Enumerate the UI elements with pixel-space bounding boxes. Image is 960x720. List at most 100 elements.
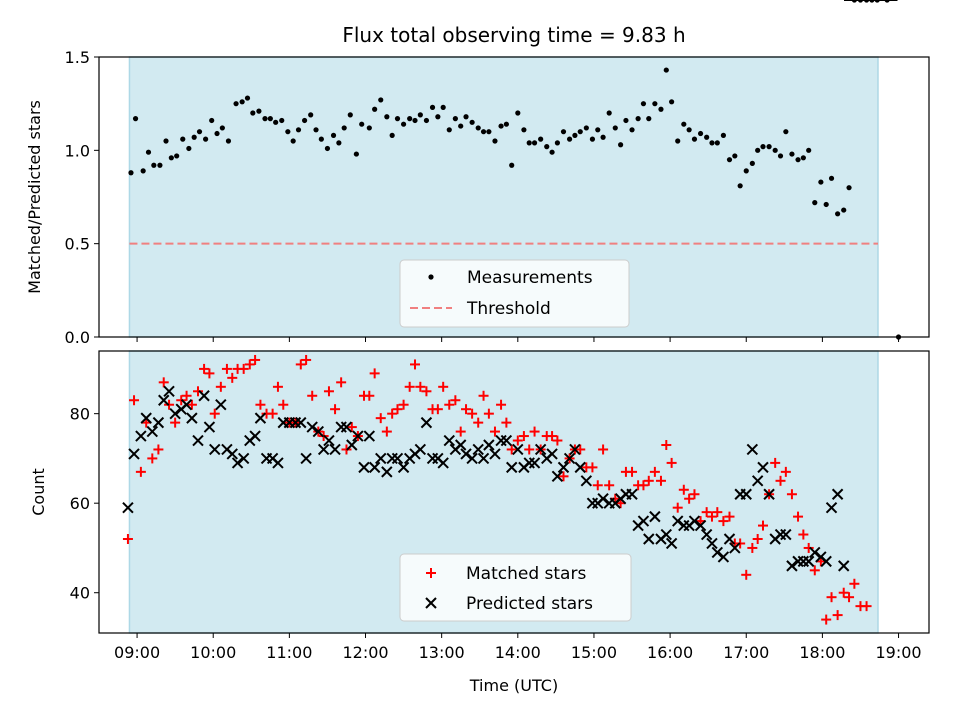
matched-star-point bbox=[770, 457, 781, 468]
predicted-star-point bbox=[209, 443, 221, 456]
measurement-point bbox=[675, 138, 681, 144]
predicted-star-point bbox=[140, 412, 152, 424]
predicted-star-point bbox=[122, 501, 134, 514]
predicted-star-point bbox=[152, 416, 165, 429]
measurement-point bbox=[262, 116, 268, 122]
measurement-point bbox=[267, 116, 273, 122]
matched-star-point bbox=[849, 578, 860, 589]
measurement-point bbox=[691, 136, 698, 142]
matched-star-point bbox=[478, 390, 489, 401]
predicted-star-point bbox=[375, 452, 387, 465]
predicted-star-point bbox=[135, 430, 147, 442]
matched-star-point bbox=[364, 390, 375, 401]
top-measurement-points bbox=[128, 0, 902, 340]
matched-star-point bbox=[421, 386, 432, 397]
y-tick-label: 0.5 bbox=[65, 235, 90, 254]
measurement-point bbox=[663, 67, 669, 73]
bottom-y-axis-label: Count bbox=[29, 468, 48, 516]
measurement-point bbox=[566, 136, 573, 142]
matched-star-point bbox=[192, 386, 203, 397]
measurement-point bbox=[823, 201, 829, 208]
predicted-star-point bbox=[688, 515, 701, 527]
predicted-star-point bbox=[329, 443, 341, 456]
matched-star-point bbox=[122, 534, 133, 544]
matched-star-point bbox=[496, 399, 507, 410]
predicted-star-point bbox=[237, 452, 250, 465]
measurement-point bbox=[463, 114, 469, 120]
x-tick-label: 10:00 bbox=[190, 643, 236, 662]
predicted-star-point bbox=[203, 421, 216, 433]
legend-predicted-label: Predicted stars bbox=[466, 594, 593, 614]
measurement-point bbox=[244, 95, 251, 101]
matched-star-point bbox=[752, 534, 763, 544]
matched-star-point bbox=[209, 408, 220, 419]
predicted-star-point bbox=[397, 461, 410, 474]
predicted-star-point bbox=[660, 528, 673, 541]
bottom-count-points bbox=[122, 0, 898, 625]
predicted-star-point bbox=[528, 457, 541, 469]
matched-star-point bbox=[238, 363, 249, 374]
measurement-point bbox=[341, 125, 347, 131]
measurement-point bbox=[498, 123, 504, 129]
predicted-star-point bbox=[838, 560, 850, 572]
matched-star-point bbox=[301, 354, 312, 365]
predicted-star-point bbox=[180, 399, 193, 411]
measurement-point bbox=[475, 125, 481, 131]
top-panel: 0.0 0.5 1.0 1.5 Flux total observing time =… bbox=[25, 0, 930, 347]
measurement-point bbox=[186, 145, 192, 152]
predicted-star-point bbox=[706, 537, 718, 550]
matched-star-point bbox=[438, 381, 449, 392]
y-tick-label: 0.0 bbox=[65, 328, 90, 347]
matched-star-point bbox=[221, 363, 232, 374]
predicted-star-point bbox=[198, 390, 210, 402]
matched-star-point bbox=[775, 475, 786, 486]
predicted-star-point bbox=[569, 443, 581, 456]
matched-star-point bbox=[718, 516, 729, 527]
measurement-point bbox=[503, 121, 509, 127]
x-tick-label: 14:00 bbox=[495, 643, 541, 662]
matched-star-point bbox=[375, 413, 386, 424]
predicted-star-point bbox=[272, 457, 284, 469]
matched-star-point bbox=[272, 381, 283, 392]
predicted-star-point bbox=[563, 452, 576, 465]
measurement-point bbox=[353, 151, 359, 157]
matched-star-point bbox=[741, 569, 752, 580]
matched-star-point bbox=[826, 592, 837, 603]
measurement-point bbox=[163, 138, 169, 144]
predicted-star-point bbox=[146, 425, 159, 438]
matched-star-point bbox=[838, 587, 849, 598]
matched-star-point bbox=[809, 565, 820, 576]
measurement-point bbox=[273, 119, 279, 125]
measurement-point bbox=[709, 140, 715, 146]
matched-star-point bbox=[558, 471, 569, 482]
predicted-star-point bbox=[346, 439, 358, 451]
measurement-point bbox=[795, 157, 801, 163]
x-axis-label: Time (UTC) bbox=[469, 676, 558, 695]
measurement-point bbox=[600, 134, 606, 140]
predicted-star-point bbox=[169, 407, 181, 420]
predicted-star-point bbox=[506, 461, 518, 474]
measurement-point bbox=[285, 129, 291, 135]
measurement-point bbox=[777, 153, 784, 159]
predicted-star-point bbox=[694, 519, 707, 532]
predicted-star-point bbox=[312, 425, 325, 438]
measurement-point bbox=[440, 104, 446, 110]
matched-star-point bbox=[467, 408, 478, 419]
predicted-star-point bbox=[717, 551, 730, 563]
predicted-star-point bbox=[637, 515, 650, 527]
matched-star-point bbox=[844, 592, 855, 603]
matched-star-point bbox=[512, 435, 523, 446]
matched-star-point bbox=[186, 399, 197, 410]
measurement-point bbox=[384, 114, 390, 120]
predicted-star-point bbox=[158, 394, 170, 406]
measurement-point bbox=[635, 116, 641, 122]
matched-star-point bbox=[547, 431, 558, 442]
predicted-star-point bbox=[295, 416, 307, 429]
legend-measurement-marker bbox=[428, 274, 434, 280]
predicted-star-point bbox=[358, 461, 370, 474]
predicted-star-point bbox=[368, 461, 381, 474]
predicted-star-point bbox=[626, 488, 638, 500]
measurement-point bbox=[572, 132, 578, 138]
y-tick-label: 40 bbox=[70, 584, 90, 603]
